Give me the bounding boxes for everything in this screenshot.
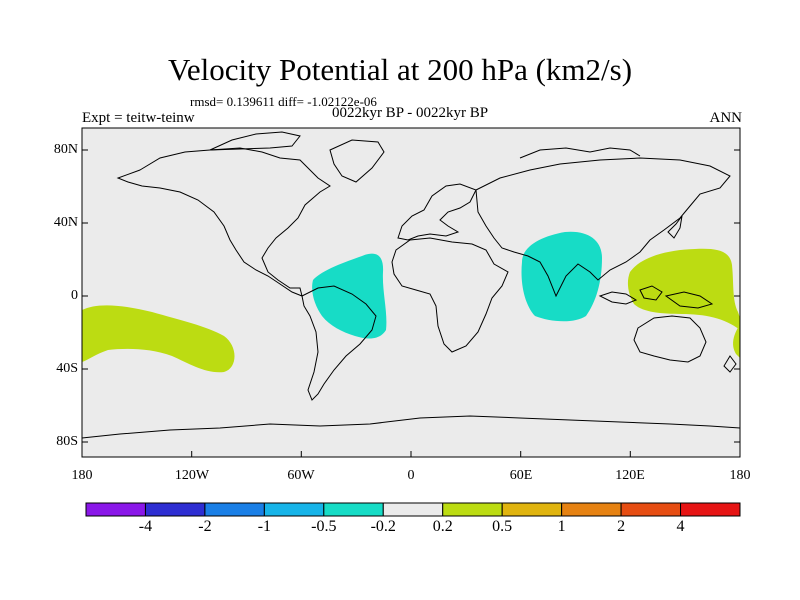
- lat-label-40n: 40N: [53, 215, 78, 230]
- colorbar-box: [680, 502, 741, 517]
- experiment-label: Expt = teitw-teinw: [82, 110, 195, 126]
- colorbar-label: -4: [138, 518, 153, 535]
- colorbar-label: -0.2: [370, 518, 396, 535]
- axis-ticks: [81, 149, 741, 457]
- coastlines: [81, 131, 741, 439]
- lon-label-0: 0: [407, 468, 415, 483]
- negative-anomaly-atlantic: [312, 253, 387, 339]
- lat-label-40s: 40S: [56, 361, 78, 376]
- colorbar-box: [144, 502, 206, 517]
- colorbar-label: -2: [198, 518, 212, 535]
- colorbar-box: [85, 502, 146, 517]
- colorbar-box: [561, 502, 622, 517]
- colorbar-box: [263, 502, 325, 517]
- period-label: 0022kyr BP - 0022kyr BP: [331, 105, 489, 121]
- colorbar-label: 1: [557, 518, 566, 535]
- colorbar-label: -0.5: [311, 518, 337, 535]
- lon-label-120w: 120W: [174, 468, 210, 483]
- colorbar-box: [501, 502, 563, 517]
- positive-anomaly-west-pacific: [627, 248, 740, 330]
- colorbar-label: 0.5: [492, 518, 513, 535]
- lon-label-180e: 180: [729, 468, 751, 483]
- positive-anomaly-southeast-pacific: [82, 305, 235, 373]
- colorbar-box: [204, 502, 265, 517]
- colorbar-box: [620, 502, 682, 517]
- colorbar-label: -1: [257, 518, 272, 535]
- lon-label-120e: 120E: [615, 468, 645, 483]
- lon-label-180w: 180: [71, 468, 93, 483]
- plot-title: Velocity Potential at 200 hPa (km2/s): [167, 52, 633, 87]
- season-label: ANN: [709, 110, 743, 126]
- positive-anomaly-west-pacific-edge: [733, 324, 740, 358]
- colorbar: [85, 502, 741, 517]
- lat-label-0: 0: [71, 288, 78, 303]
- lon-label-60w: 60W: [287, 468, 315, 483]
- negative-anomaly-indian-ocean: [521, 231, 602, 322]
- colorbar-box: [323, 502, 384, 517]
- colorbar-box: [382, 502, 444, 517]
- lat-label-80s: 80S: [56, 434, 78, 449]
- lon-label-60e: 60E: [509, 468, 533, 483]
- stats-subtitle: rmsd= 0.139611 diff= -1.02122e-06: [190, 94, 377, 109]
- colorbar-label: 2: [617, 518, 626, 535]
- colorbar-label: 4: [676, 518, 685, 535]
- colorbar-box: [442, 502, 503, 517]
- lat-label-80n: 80N: [53, 142, 78, 157]
- colorbar-label: 0.2: [432, 518, 453, 535]
